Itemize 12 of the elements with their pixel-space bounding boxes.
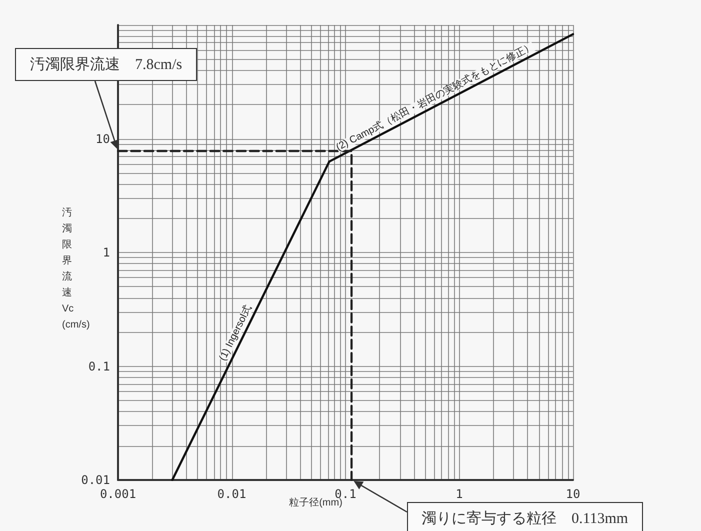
x-tick-label: 0.01 [217, 487, 246, 501]
y-tick-label: 0.01 [81, 473, 110, 487]
callout-box: 濁りに寄与する粒径 0.113mm [406, 502, 644, 531]
y-tick-label: 10 [96, 132, 110, 146]
x-tick-label: 0.001 [100, 487, 136, 501]
y-tick-label: 1 [102, 246, 110, 260]
callout-box: 汚濁限界流速 7.8cm/s [15, 48, 198, 81]
x-tick-label: 10 [566, 487, 580, 501]
y-tick-label: 0.1 [88, 359, 110, 374]
x-axis-title: 粒子径(mm) [289, 498, 342, 508]
y-axis-title: 汚濁限界流速 Vc (cm/s) [62, 206, 90, 330]
x-tick-label: 1 [456, 487, 463, 501]
